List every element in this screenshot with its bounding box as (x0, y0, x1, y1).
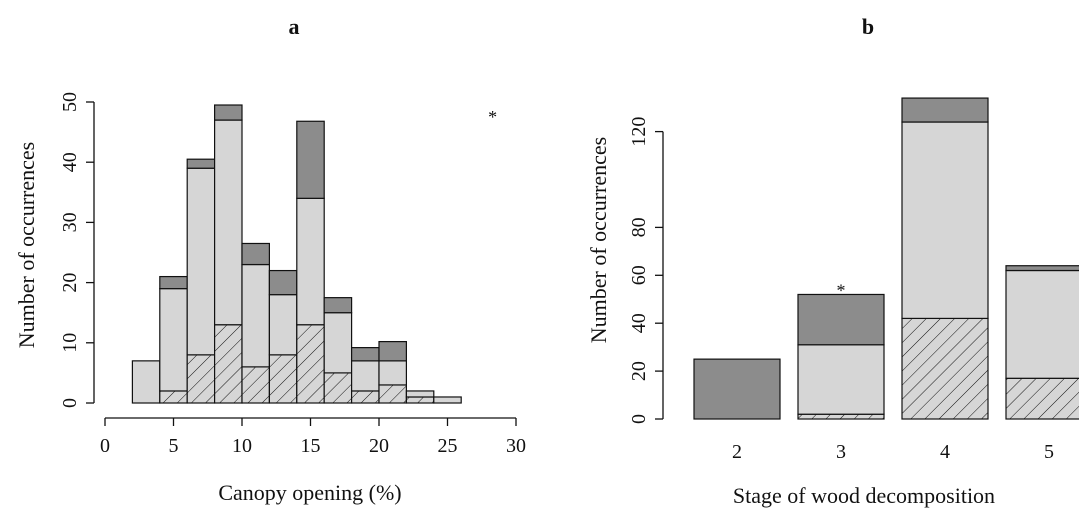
panel-a-bar-light-bin-8 (351, 360, 380, 392)
panel-b-bar-hatch-stage-3 (797, 413, 885, 420)
panel-a-x-tick-label-5: 5 (169, 435, 179, 457)
panel-a: a Canopy opening (%) Number of occurrenc… (14, 14, 526, 505)
panel-b-bar-light-stage-5 (1005, 269, 1079, 379)
panel-a-bar-dark-bin-4 (241, 242, 270, 266)
panel-b-title: b (862, 14, 874, 39)
panel-a-bar-hatch-bin-1 (159, 390, 188, 404)
panel-a-bar-dark-bin-1 (159, 275, 188, 290)
panel-b-annotation-0: * (837, 280, 846, 300)
panel-a-x-tick-label-20: 20 (369, 435, 389, 457)
panel-a-bar-dark-bin-9 (378, 340, 407, 362)
panel-a-y-axis-label: Number of occurrences (14, 142, 39, 348)
panel-a-bar-hatch-bin-6 (296, 324, 325, 404)
panel-a-y-tick-label-50: 50 (59, 92, 81, 112)
panel-a-y-tick-label-40: 40 (59, 152, 81, 172)
panel-b-axes: 0 20 40 60 80 120 2 3 4 5 (628, 117, 1054, 463)
panel-a-x-axis-label: Canopy opening (%) (218, 480, 401, 505)
panel-b-x-tick-label-5: 5 (1044, 441, 1054, 463)
panel-a-bar-dark-bin-3 (214, 104, 243, 121)
panel-a-y-tick-label-0: 0 (59, 398, 81, 408)
panel-a-bar-light-bin-1 (159, 288, 188, 392)
panel-b-bar-dark-stage-4 (901, 97, 989, 123)
panel-a-x-tick-label-25: 25 (438, 435, 458, 457)
panel-a-bar-hatch-bin-10 (405, 396, 435, 404)
panel-a-bar-light-bin-6 (296, 197, 325, 326)
panel-a-x-tick-label-10: 10 (232, 435, 252, 457)
panel-a-bar-light-bin-3 (214, 119, 243, 326)
panel-b-y-tick-label-20: 20 (628, 361, 650, 381)
panel-a-axes: 0 5 10 15 20 25 30 0 10 20 30 40 50 (59, 92, 526, 457)
panel-a-bar-dark-bin-5 (268, 269, 298, 296)
panel-a-bar-hatch-bin-3 (214, 324, 243, 404)
panel-b-y-tick-label-40: 40 (628, 313, 650, 333)
panel-b-y-tick-label-120: 120 (628, 117, 650, 147)
panel-a-y-tick-label-30: 30 (59, 212, 81, 232)
panel-a-bar-dark-bin-6 (296, 120, 325, 199)
panel-b-y-tick-label-60: 60 (628, 265, 650, 285)
panel-a-y-tick-label-10: 10 (59, 333, 81, 353)
panel-a-bar-light-bin-11 (433, 396, 462, 404)
panel-a-bar-light-bin-5 (268, 294, 298, 356)
panel-a-annotations: * (488, 107, 497, 127)
panel-a-x-tick-label-0: 0 (100, 435, 110, 457)
panel-b-y-tick-label-0: 0 (628, 414, 650, 424)
panel-a-bars (131, 104, 462, 404)
panel-b-x-axis-label: Stage of wood decomposition (733, 483, 995, 508)
panel-a-bar-hatch-bin-4 (241, 366, 270, 404)
panel-b-x-tick-label-3: 3 (836, 441, 846, 463)
panel-a-bar-hatch-bin-7 (323, 372, 353, 404)
panel-a-bar-light-bin-4 (241, 263, 270, 368)
panel-b-y-tick-label-80: 80 (628, 217, 650, 237)
panel-a-x-tick-label-30: 30 (506, 435, 526, 457)
panel-b-x-tick-label-4: 4 (940, 441, 950, 463)
panel-b-annotations: * (837, 280, 846, 300)
panel-b-bar-hatch-stage-5 (1005, 377, 1079, 420)
panel-b-bar-light-stage-3 (797, 344, 885, 415)
panel-a-annotation-0: * (488, 107, 497, 127)
panel-a-bar-light-bin-10 (405, 390, 435, 398)
panel-b-x-tick-label-2: 2 (732, 441, 742, 463)
panel-a-bar-hatch-bin-9 (378, 384, 407, 404)
panel-a-bar-dark-bin-7 (323, 297, 353, 314)
panel-a-y-tick-label-20: 20 (59, 273, 81, 293)
panel-b-bar-dark-stage-3 (797, 293, 885, 346)
panel-a-bar-light-bin-2 (186, 167, 216, 356)
panel-a-bar-hatch-bin-2 (186, 354, 216, 404)
panel-b-bars (693, 97, 1079, 420)
panel-a-bar-dark-bin-8 (351, 347, 380, 362)
panel-a-title: a (289, 14, 300, 39)
panel-a-bar-hatch-bin-5 (268, 354, 298, 404)
panel-b-y-axis-label: Number of occurrences (586, 137, 611, 343)
panel-a-bar-dark-bin-2 (186, 158, 216, 169)
panel-b: b Stage of wood decomposition Number of … (586, 14, 1079, 508)
panel-b-bar-dark-stage-2 (693, 358, 781, 420)
panel-a-bar-light-bin-7 (323, 312, 353, 374)
panel-b-bar-hatch-stage-4 (901, 317, 989, 420)
panel-b-bar-light-stage-4 (901, 121, 989, 320)
panel-a-x-tick-label-15: 15 (301, 435, 321, 457)
panel-b-bar-dark-stage-5 (1005, 265, 1079, 272)
panel-a-bar-light-bin-9 (378, 360, 407, 386)
panel-a-bar-hatch-bin-8 (351, 390, 380, 404)
panel-a-bar-light-bin-0 (131, 360, 161, 404)
